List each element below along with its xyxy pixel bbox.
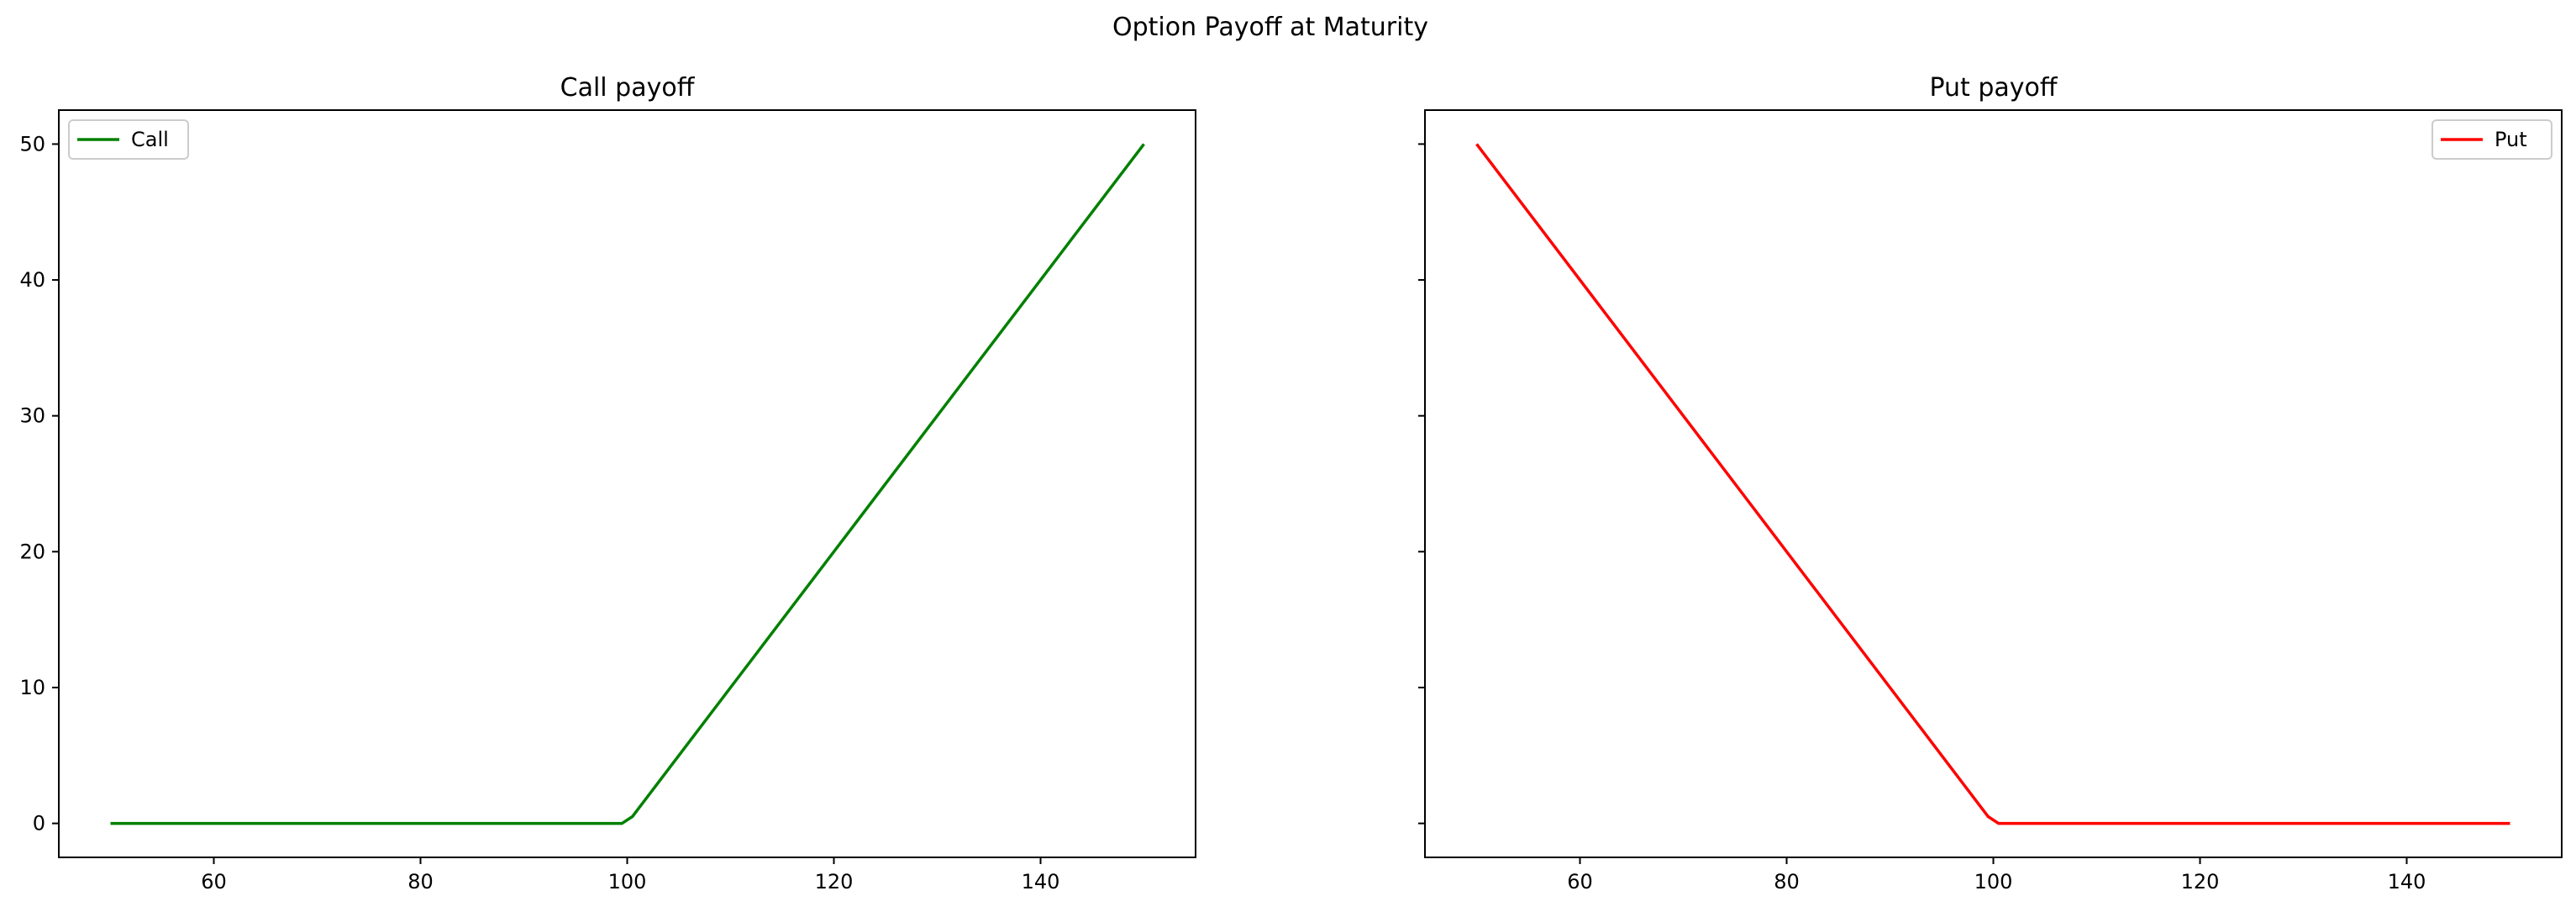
call-chart-title: Call payoff [560,73,696,103]
call-legend: Call [68,119,189,160]
call-y-tick-label: 50 [19,132,45,156]
call-x-tick-label: 140 [1022,870,1060,894]
put-series-line [1475,143,2510,825]
put-x-tick-label: 120 [2181,870,2220,894]
call-series-line [110,143,1145,825]
call-y-tick-label: 30 [19,404,45,428]
call-legend-label: Call [131,128,169,151]
call-plot-frame [58,109,1196,858]
figure-title: Option Payoff at Maturity [1112,13,1428,42]
call-y-tick-label: 40 [19,268,45,292]
call-x-tick-label: 60 [201,870,227,894]
put-x-tick-label: 80 [1774,870,1800,894]
call-y-tick-label: 0 [33,812,45,836]
put-x-tick-label: 100 [1974,870,2013,894]
put-payoff-axes: Put payoff 60 80 100 120 140 Put [1418,73,2563,894]
put-legend: Put [2431,119,2552,160]
call-x-tick-label: 100 [608,870,647,894]
call-x-tick-label: 80 [407,870,434,894]
put-plot-frame [1424,109,2563,858]
call-legend-box [68,119,189,160]
call-payoff-axes: Call payoff 60 80 100 120 140 0 10 20 30 40 50 Call [19,73,1196,894]
put-chart-title: Put payoff [1929,73,2058,103]
put-legend-box [2431,119,2552,160]
call-x-tick-label: 120 [815,870,854,894]
put-legend-label: Put [2495,128,2527,151]
call-y-tick-label: 20 [19,540,45,563]
put-x-tick-label: 60 [1567,870,1593,894]
call-y-tick-label: 10 [19,676,45,699]
put-x-tick-label: 140 [2388,870,2426,894]
